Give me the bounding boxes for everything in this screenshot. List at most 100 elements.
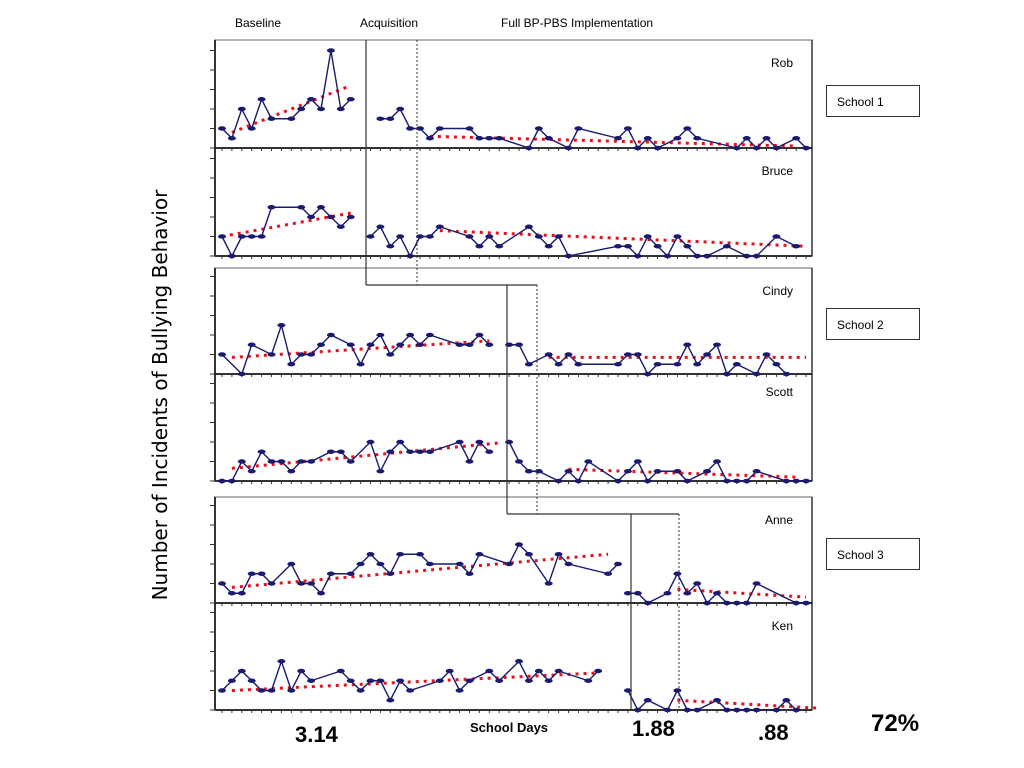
- data-point: [336, 449, 345, 454]
- data-point: [396, 234, 405, 239]
- data-point: [574, 126, 583, 131]
- data-point: [297, 668, 306, 674]
- data-point: [663, 591, 672, 596]
- data-point: [554, 234, 563, 239]
- data-point: [544, 581, 553, 586]
- data-point: [495, 678, 504, 683]
- data-point: [524, 145, 533, 151]
- data-point: [267, 581, 276, 586]
- data-point: [336, 106, 345, 112]
- data-point: [218, 352, 226, 357]
- data-point: [732, 478, 741, 484]
- data-point: [792, 136, 801, 141]
- treatment-series-line: [380, 107, 807, 150]
- data-point: [396, 439, 405, 445]
- data-point: [326, 332, 335, 338]
- data-point: [346, 678, 355, 683]
- data-point: [247, 234, 256, 239]
- data-point: [792, 707, 801, 713]
- participant-label: Bruce: [761, 164, 793, 178]
- data-point: [752, 371, 761, 377]
- data-point: [406, 449, 415, 454]
- data-point: [376, 116, 385, 121]
- full-mean-label: .88: [758, 720, 789, 745]
- data-point: [713, 342, 721, 347]
- data-point: [227, 253, 236, 259]
- data-point: [515, 659, 523, 664]
- data-point: [673, 571, 682, 576]
- data-point: [792, 478, 801, 484]
- data-point: [366, 234, 375, 239]
- data-point: [317, 591, 325, 596]
- data-point: [713, 459, 721, 464]
- data-point: [356, 362, 365, 367]
- data-point: [227, 591, 236, 596]
- data-point: [752, 469, 761, 474]
- data-point: [317, 106, 325, 112]
- data-point: [623, 244, 632, 249]
- data-point: [435, 678, 444, 683]
- data-point: [485, 668, 494, 674]
- data-point: [396, 106, 405, 112]
- data-point: [356, 561, 365, 567]
- data-point: [713, 591, 721, 596]
- data-point: [425, 561, 434, 567]
- data-point: [604, 571, 613, 576]
- data-point: [683, 478, 692, 484]
- data-point: [772, 362, 781, 367]
- data-point: [346, 459, 355, 464]
- data-point: [475, 244, 484, 249]
- data-point: [623, 352, 632, 357]
- data-point: [802, 600, 811, 606]
- data-point: [782, 478, 791, 484]
- data-point: [218, 234, 226, 239]
- data-point: [564, 145, 573, 151]
- data-point: [643, 478, 652, 484]
- data-point: [307, 97, 316, 102]
- data-point: [772, 145, 781, 151]
- data-point: [307, 678, 316, 683]
- data-point: [317, 205, 325, 210]
- data-point: [544, 352, 553, 357]
- data-point: [267, 205, 276, 210]
- data-point: [742, 707, 751, 713]
- data-point: [485, 342, 494, 347]
- data-point: [683, 591, 692, 596]
- data-point: [326, 214, 335, 220]
- data-point: [435, 224, 444, 229]
- data-point: [722, 707, 731, 713]
- data-point: [614, 136, 622, 141]
- data-point: [732, 600, 741, 606]
- data-point: [693, 136, 702, 141]
- data-point: [752, 145, 761, 151]
- data-point: [653, 244, 662, 249]
- treatment-series-line: [509, 343, 787, 376]
- data-point: [693, 253, 702, 259]
- data-point: [782, 371, 791, 377]
- data-point: [762, 136, 771, 141]
- data-point: [297, 106, 306, 112]
- data-point: [406, 253, 415, 259]
- treatment-trend-line: [677, 698, 817, 710]
- data-point: [722, 371, 731, 377]
- data-point: [326, 449, 335, 454]
- data-point: [475, 136, 484, 141]
- data-point: [317, 342, 325, 347]
- data-point: [742, 600, 751, 606]
- data-point: [802, 145, 811, 151]
- data-point: [564, 561, 573, 567]
- data-point: [782, 698, 791, 703]
- data-point: [267, 459, 276, 464]
- data-point: [495, 244, 504, 249]
- data-point: [683, 126, 692, 131]
- data-point: [544, 678, 553, 683]
- data-point: [505, 342, 514, 347]
- baseline-trend-line: [221, 211, 351, 238]
- data-point: [336, 668, 345, 674]
- baseline-series-line: [221, 322, 490, 376]
- data-point: [633, 459, 642, 464]
- data-point: [396, 342, 405, 347]
- data-point: [218, 688, 226, 693]
- data-point: [792, 244, 801, 249]
